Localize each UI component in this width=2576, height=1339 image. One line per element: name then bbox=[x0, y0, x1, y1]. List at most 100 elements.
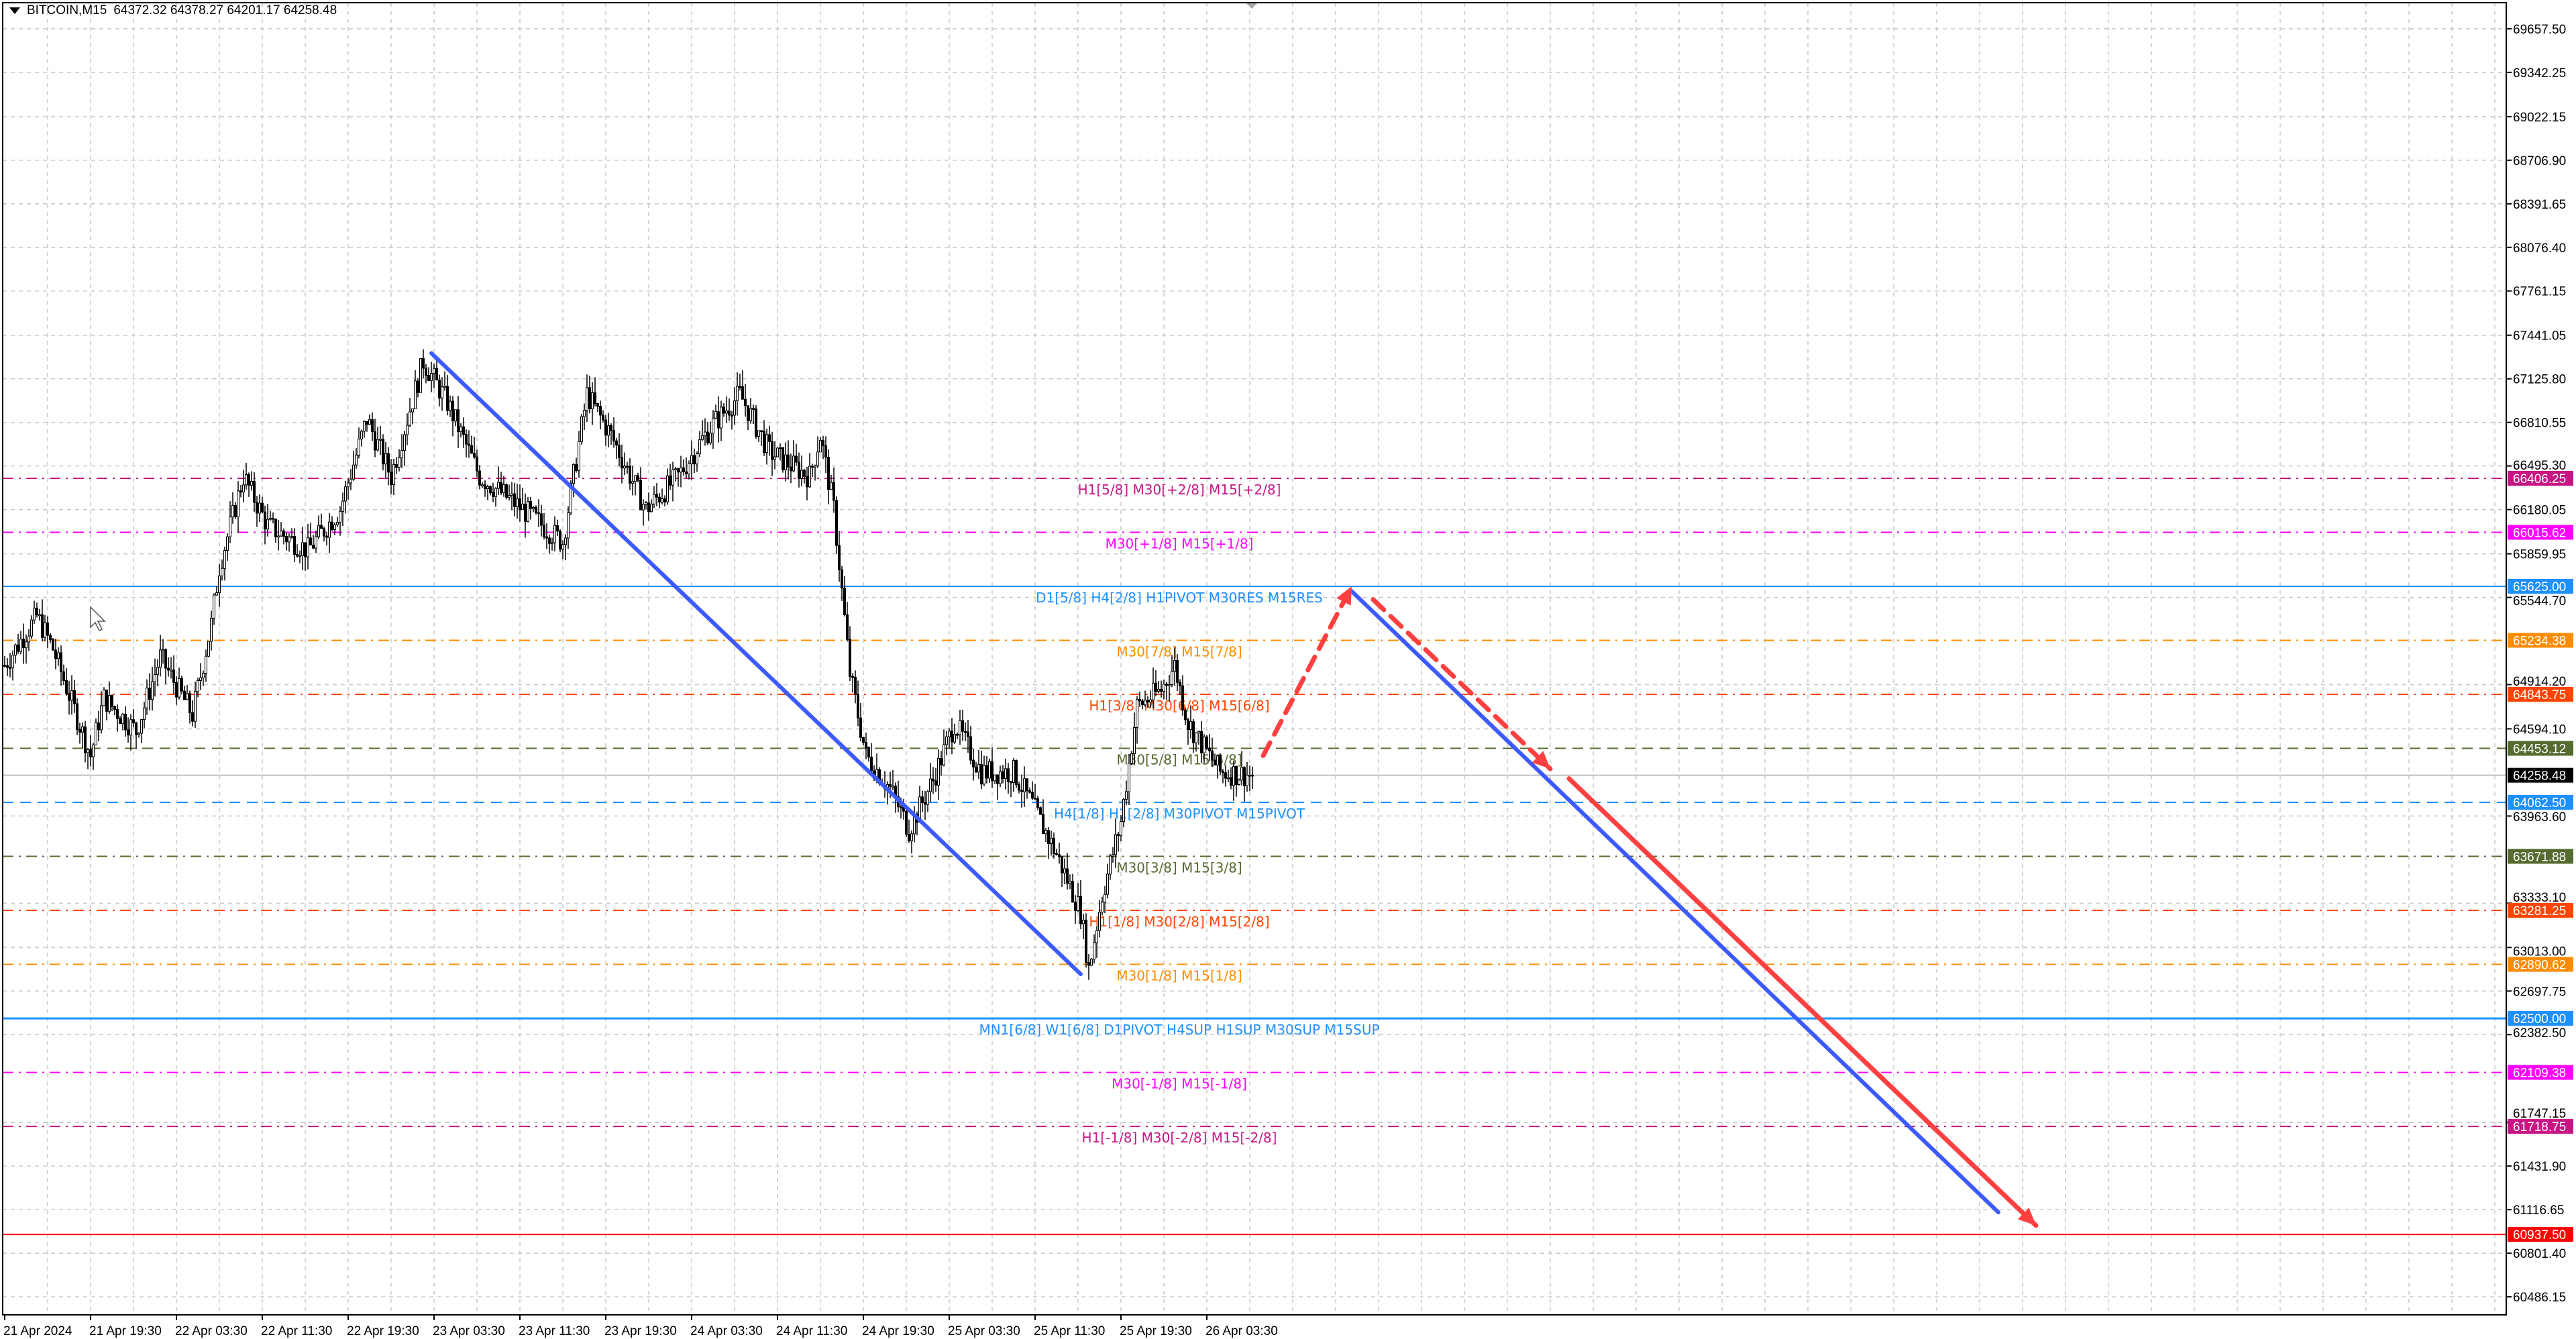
candle-body bbox=[320, 525, 323, 529]
candle-body bbox=[250, 480, 253, 486]
candle-body bbox=[996, 774, 999, 784]
candle-body bbox=[639, 480, 642, 511]
candle-body bbox=[988, 761, 991, 779]
candle-body bbox=[822, 440, 824, 446]
price-tick-label: 60486.15 bbox=[2513, 1291, 2566, 1305]
candle-body bbox=[760, 430, 763, 432]
candle-body bbox=[1114, 834, 1117, 855]
candle-body bbox=[462, 426, 465, 435]
candle-body bbox=[210, 618, 213, 642]
candle-body bbox=[771, 441, 773, 460]
candle-body bbox=[417, 380, 419, 393]
candle-body bbox=[199, 678, 202, 681]
candle-body bbox=[943, 744, 945, 765]
candle-body bbox=[637, 475, 639, 481]
candle-body bbox=[529, 501, 532, 509]
candle-body bbox=[486, 486, 489, 490]
candle-body bbox=[741, 386, 744, 400]
candle-body bbox=[167, 667, 170, 671]
candle-body bbox=[242, 484, 245, 492]
forecast-arrow-line bbox=[1260, 584, 1354, 758]
candle-body bbox=[1219, 755, 1222, 772]
candle-body bbox=[76, 703, 78, 730]
candle-body bbox=[253, 480, 256, 503]
candle-body bbox=[116, 709, 119, 719]
candle-body bbox=[698, 439, 701, 455]
candle-body bbox=[218, 576, 221, 594]
candle-body bbox=[655, 494, 658, 498]
candle-body bbox=[435, 368, 438, 381]
candle-body bbox=[213, 594, 215, 619]
candle-body bbox=[25, 641, 28, 649]
candle-body bbox=[366, 421, 368, 425]
level-price-badge bbox=[2508, 687, 2573, 702]
candle-body bbox=[1155, 682, 1157, 692]
candle-body bbox=[315, 536, 317, 549]
trend-line bbox=[429, 351, 1083, 977]
candle-body bbox=[433, 368, 435, 374]
candle-body bbox=[164, 649, 167, 669]
candle-body bbox=[409, 411, 411, 426]
candle-body bbox=[226, 536, 229, 551]
candle-body bbox=[1050, 837, 1053, 844]
candle-body bbox=[1133, 727, 1136, 754]
candle-body bbox=[30, 619, 33, 637]
candle-body bbox=[841, 569, 843, 589]
candle-body bbox=[688, 463, 690, 475]
candle-body bbox=[1163, 684, 1165, 692]
candle-body bbox=[140, 719, 143, 734]
candle-body bbox=[376, 439, 379, 451]
candle-body bbox=[352, 464, 355, 480]
level-price-badge bbox=[2508, 525, 2573, 540]
candle-body bbox=[773, 456, 776, 460]
candle-body bbox=[733, 400, 736, 416]
dropdown-triangle-icon[interactable] bbox=[9, 7, 20, 14]
candle-body bbox=[1055, 853, 1058, 855]
candle-body bbox=[151, 681, 154, 700]
candle-body bbox=[680, 467, 682, 473]
bid-price-badge bbox=[2508, 767, 2573, 783]
candle-body bbox=[690, 455, 693, 464]
chart-shift-marker[interactable] bbox=[1246, 3, 1257, 9]
candle-body bbox=[358, 438, 360, 456]
candle-body bbox=[473, 453, 476, 458]
candle-body bbox=[46, 622, 49, 636]
candle-body bbox=[1071, 881, 1074, 903]
candle-body bbox=[14, 644, 17, 656]
candle-body bbox=[1152, 682, 1155, 700]
candle-body bbox=[1044, 830, 1047, 835]
candle-body bbox=[865, 742, 867, 748]
candle-body bbox=[406, 425, 409, 435]
candle-body bbox=[119, 718, 121, 725]
candle-body bbox=[1197, 731, 1200, 734]
level-price-label: 64062.50 bbox=[2513, 796, 2566, 810]
candle-body bbox=[6, 665, 9, 668]
time-tick-label: 26 Apr 03:30 bbox=[1205, 1324, 1278, 1338]
arrowhead-icon bbox=[1532, 751, 1550, 769]
candle-body bbox=[78, 729, 81, 733]
candle-body bbox=[1069, 881, 1071, 884]
candle-body bbox=[803, 470, 806, 477]
candle-body bbox=[451, 400, 454, 422]
candle-body bbox=[1184, 709, 1187, 720]
candle-body bbox=[1098, 912, 1101, 931]
candle-body bbox=[999, 771, 1002, 784]
candle-body bbox=[1128, 763, 1130, 792]
price-tick-label: 67441.05 bbox=[2513, 329, 2566, 343]
price-tick-label: 67761.15 bbox=[2513, 285, 2566, 299]
candle-body bbox=[336, 521, 339, 525]
level-price-badge bbox=[2508, 1011, 2573, 1026]
level-price-badge bbox=[2508, 633, 2573, 648]
candle-body bbox=[677, 468, 680, 473]
candle-body bbox=[685, 471, 688, 475]
candle-body bbox=[183, 690, 186, 700]
candle-body bbox=[41, 614, 44, 638]
candle-body bbox=[237, 490, 239, 517]
candle-body bbox=[1232, 765, 1235, 786]
candle-body bbox=[22, 639, 25, 649]
level-price-label: 62500.00 bbox=[2513, 1012, 2566, 1026]
level-price-label: 66406.25 bbox=[2513, 472, 2566, 486]
candle-body bbox=[1248, 774, 1251, 777]
candle-body bbox=[838, 545, 841, 570]
